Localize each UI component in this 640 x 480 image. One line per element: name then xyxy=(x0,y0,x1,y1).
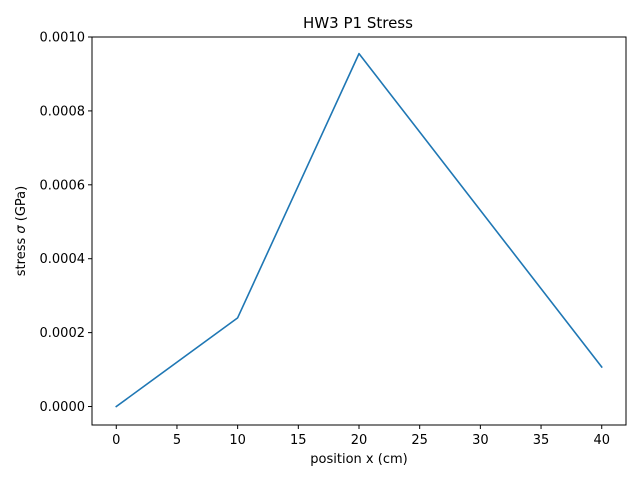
chart-title: HW3 P1 Stress xyxy=(303,14,413,32)
x-tick-label: 10 xyxy=(229,433,246,448)
x-tick-label: 25 xyxy=(411,433,428,448)
axes-frame xyxy=(91,36,627,426)
y-tick-label: 0.0004 xyxy=(40,252,86,267)
y-axis-label: stress σ (GPa) xyxy=(14,186,29,276)
x-tick-label: 15 xyxy=(290,433,307,448)
x-tick-label: 35 xyxy=(533,433,550,448)
y-axis-label-symbol: σ xyxy=(14,225,29,234)
plot-area xyxy=(115,52,603,408)
x-tick-label: 30 xyxy=(472,433,489,448)
x-tick-label: 0 xyxy=(112,433,120,448)
y-axis: 0.0000 0.0002 0.0004 0.0006 0.0008 0.0010 xyxy=(40,31,92,415)
y-tick-label: 0.0008 xyxy=(40,104,86,119)
x-axis: 0 5 10 15 20 25 30 35 40 xyxy=(112,425,610,448)
y-axis-label-prefix: stress xyxy=(14,234,29,277)
y-axis-label-suffix: (GPa) xyxy=(14,186,29,226)
y-tick-label: 0.0002 xyxy=(40,326,86,341)
x-tick-label: 5 xyxy=(173,433,181,448)
x-tick-label: 20 xyxy=(351,433,368,448)
y-tick-label: 0.0000 xyxy=(40,400,86,415)
x-tick-label: 40 xyxy=(593,433,610,448)
series-line xyxy=(115,52,603,408)
y-tick-label: 0.0010 xyxy=(40,31,86,46)
x-axis-label: position x (cm) xyxy=(310,452,407,467)
y-tick-label: 0.0006 xyxy=(40,178,86,193)
